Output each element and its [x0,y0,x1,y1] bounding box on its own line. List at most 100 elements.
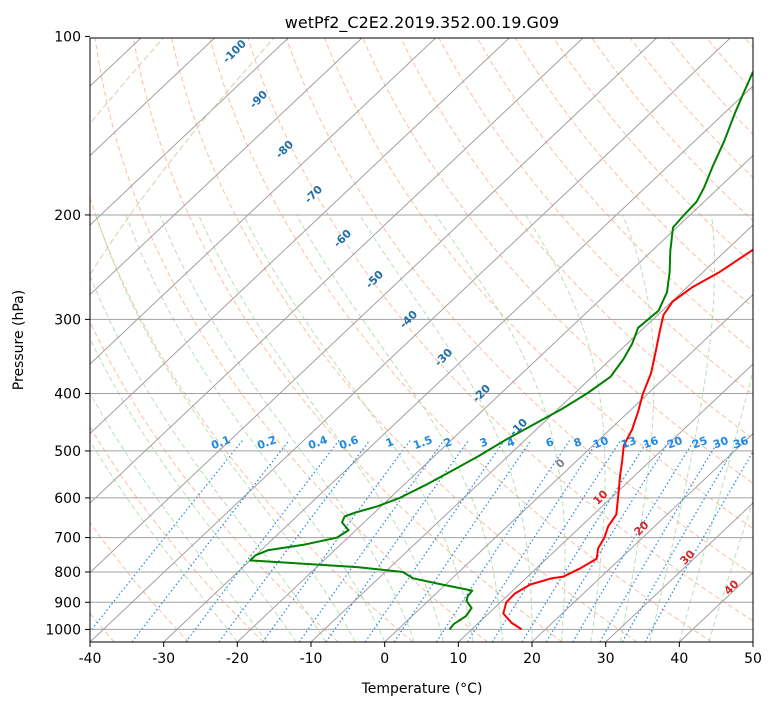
moist-adiabat [678,368,753,642]
mixing-ratio-label: 6 [544,435,556,450]
mixing-ratio-line [393,440,532,642]
mixing-ratio-line [131,440,290,642]
x-axis-label: Temperature (°C) [361,681,483,697]
mixing-ratio-label: 1.5 [411,433,434,452]
y-tick-label: 1000 [45,622,81,638]
mixing-ratio-label: 0.6 [337,433,360,452]
moist-adiabat [619,214,655,642]
x-tick-label: 40 [670,651,688,667]
isotherm [90,38,216,157]
isotherm [605,502,753,642]
chart-title: wetPf2_C2E2.2019.352.00.19.G09 [285,13,559,33]
y-tick-label: 200 [54,208,81,224]
y-tick-label: 400 [54,386,81,402]
mixing-ratio-labels: 0.1 0.2 0.4 0.6 1 1.5 2 3 4 6 8 10 13 16 20 25 30 36 [209,433,750,452]
dry-adiabat [132,38,563,642]
isotherm [90,38,437,365]
x-tick-label: -30 [152,651,175,667]
y-tick-label: 700 [54,531,81,547]
isotherm [90,38,510,435]
dry-adiabat [438,38,753,396]
mixing-ratio-label: 1 [384,435,396,450]
dry-adiabat [94,38,488,642]
dry-adiabat [514,38,753,308]
mixing-ratio-line [572,440,695,642]
mixing-ratio-label: 4 [505,435,517,450]
x-tick-label: 50 [744,651,762,667]
x-tick-label: -10 [300,651,323,667]
x-tick-label: 30 [597,651,615,667]
y-axis: 1000 900 800 700 600 500 400 300 200 100 [45,29,90,638]
mixing-ratio-label: 20 [665,434,684,452]
mixing-ratio-label: 25 [690,434,709,451]
plot-area [90,38,753,642]
isotherm [90,38,363,296]
isotherm [457,363,753,642]
mixing-ratio-line [521,440,649,642]
isotherm [90,38,289,226]
x-tick-label: -40 [79,651,102,667]
moist-adiabat [95,214,356,642]
dry-adiabat [247,38,753,622]
mixing-ratio-label: 10 [591,434,610,452]
isotherm [163,85,753,642]
mixing-ratio-label: 0.2 [255,433,278,452]
mixing-ratio-line [218,440,371,642]
moist-adiabat [649,214,715,642]
isotherm [310,224,753,642]
moist-adiabats [90,214,753,642]
x-tick-label: 20 [523,651,541,667]
mixing-ratio-label: 2 [442,435,454,450]
mixing-ratio-line [599,440,720,642]
mixing-ratio-label: 8 [572,435,584,450]
mixing-ratio-label: 16 [641,434,660,452]
moist-adiabat [296,214,503,642]
dry-adiabat [90,521,190,642]
mixing-ratio-label: 3 [478,435,490,450]
moist-adiabat [159,214,415,642]
mixing-ratio-line [644,450,753,642]
moist-adiabat [90,274,327,642]
mixing-ratio-line [466,440,599,642]
y-tick-label: 600 [54,491,81,507]
pressure-gridlines [90,214,753,630]
isotherms [90,38,753,642]
mixing-ratio-line [364,440,505,642]
mixing-ratio-line [262,440,411,642]
mixing-ratio-label: 36 [731,434,750,452]
y-tick-label: 800 [54,565,81,581]
plot-frame [89,37,754,643]
moist-adiabat [708,499,753,642]
moist-adiabat [125,214,386,642]
mixing-ratio-lines [90,440,753,642]
x-tick-label: -20 [226,651,249,667]
isotherm [384,293,753,642]
dewpoint-trace [249,70,753,631]
dry-adiabats [90,38,753,642]
y-tick-label: 500 [54,444,81,460]
mixing-ratio-line [90,440,243,633]
isotherm [531,432,753,642]
moist-adiabat [525,214,606,642]
dry-adiabat [90,425,264,642]
mixing-ratio-label: 13 [619,434,638,451]
mixing-ratio-line [435,440,571,642]
y-axis-label: Pressure (hPa) [11,290,27,390]
dry-adiabat [362,38,753,485]
y-tick-label: 300 [54,312,81,328]
dry-adiabat [170,38,638,642]
dry-adiabat [285,38,753,576]
dry-adiabat [90,196,414,642]
isotherm [236,154,753,642]
mixing-ratio-line [545,440,671,642]
moist-adiabat [198,214,445,642]
moist-adiabat [359,214,533,642]
moist-adiabat [243,214,474,642]
moist-adiabat [90,439,238,642]
isotherm [90,38,731,642]
isotherm [90,38,658,574]
moist-adiabat [90,391,268,642]
mixing-ratio-label: 0.1 [209,433,232,452]
